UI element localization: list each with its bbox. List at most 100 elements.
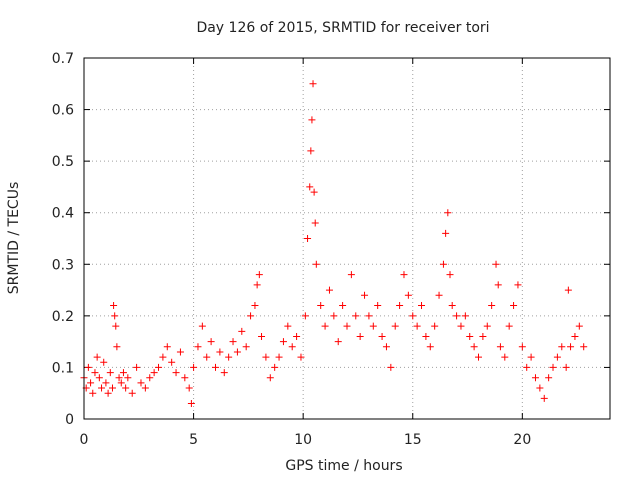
data-point xyxy=(124,374,132,382)
data-point xyxy=(266,374,274,382)
data-point xyxy=(242,343,250,351)
data-point xyxy=(422,332,430,340)
data-point xyxy=(128,389,136,397)
data-point xyxy=(133,363,141,371)
data-point xyxy=(279,338,287,346)
data-point xyxy=(117,379,125,387)
data-point xyxy=(361,291,369,299)
data-point xyxy=(309,80,317,88)
data-point xyxy=(501,353,509,361)
data-point xyxy=(225,353,233,361)
data-point xyxy=(558,343,566,351)
data-point xyxy=(382,343,390,351)
data-point xyxy=(172,369,180,377)
data-point xyxy=(479,332,487,340)
data-point xyxy=(352,312,360,320)
data-point xyxy=(87,379,95,387)
data-point xyxy=(238,327,246,335)
y-tick-label: 0.3 xyxy=(52,257,74,273)
data-point xyxy=(442,229,450,237)
data-point xyxy=(567,343,575,351)
data-point xyxy=(146,374,154,382)
data-point xyxy=(413,322,421,330)
data-point xyxy=(271,363,279,371)
data-point xyxy=(531,374,539,382)
data-point xyxy=(492,260,500,268)
x-axis-label: GPS time / hours xyxy=(285,458,402,474)
y-tick-label: 0.6 xyxy=(52,103,74,119)
data-point xyxy=(115,374,123,382)
grid-lines xyxy=(84,58,610,419)
data-point xyxy=(255,271,263,279)
data-point xyxy=(444,209,452,217)
data-point xyxy=(102,379,110,387)
data-point xyxy=(284,322,292,330)
data-point xyxy=(347,271,355,279)
data-point xyxy=(334,338,342,346)
data-point xyxy=(253,281,261,289)
data-point xyxy=(84,363,92,371)
data-point xyxy=(553,353,561,361)
y-tick-label: 0.2 xyxy=(52,309,74,325)
x-tick-label: 15 xyxy=(404,432,422,448)
data-point xyxy=(155,363,163,371)
data-point xyxy=(297,353,305,361)
data-point xyxy=(288,343,296,351)
data-point xyxy=(475,353,482,361)
data-point xyxy=(562,363,570,371)
data-point xyxy=(339,302,347,310)
data-point xyxy=(496,343,504,351)
data-point xyxy=(439,260,447,268)
data-point xyxy=(494,281,502,289)
data-point xyxy=(418,302,426,310)
data-point xyxy=(275,353,283,361)
y-tick-label: 0 xyxy=(65,412,74,428)
data-point xyxy=(163,343,171,351)
data-point xyxy=(168,358,176,366)
data-point xyxy=(119,369,127,377)
data-point xyxy=(448,302,456,310)
data-point xyxy=(311,219,319,227)
data-point xyxy=(185,384,193,392)
data-point xyxy=(207,338,215,346)
data-point xyxy=(457,322,465,330)
data-point xyxy=(310,188,318,196)
x-tick-label: 0 xyxy=(80,432,89,448)
data-point xyxy=(400,271,408,279)
data-point xyxy=(203,353,211,361)
data-point xyxy=(198,322,206,330)
data-point xyxy=(580,343,588,351)
data-point xyxy=(446,271,454,279)
data-point xyxy=(549,363,557,371)
data-point xyxy=(251,302,259,310)
data-point xyxy=(112,322,120,330)
data-point xyxy=(141,384,149,392)
data-point xyxy=(470,343,478,351)
y-tick-label: 0.7 xyxy=(52,51,74,67)
data-point xyxy=(262,353,270,361)
data-point xyxy=(137,379,145,387)
data-point xyxy=(374,302,382,310)
data-point xyxy=(365,312,373,320)
data-point xyxy=(518,343,526,351)
data-point xyxy=(95,374,103,382)
y-axis-label: SRMTID / TECUs xyxy=(6,182,22,295)
axis-ticks xyxy=(83,57,610,420)
data-point xyxy=(387,363,395,371)
data-point xyxy=(564,286,572,294)
data-point xyxy=(220,369,228,377)
data-point xyxy=(527,353,535,361)
data-point xyxy=(108,384,116,392)
data-point xyxy=(356,332,364,340)
data-point xyxy=(571,332,579,340)
data-point xyxy=(369,322,377,330)
data-point xyxy=(391,322,399,330)
data-point xyxy=(93,353,101,361)
data-point xyxy=(106,369,114,377)
data-points xyxy=(80,80,588,408)
data-point xyxy=(545,374,553,382)
data-point xyxy=(514,281,522,289)
data-point xyxy=(431,322,439,330)
data-point xyxy=(293,332,301,340)
data-point xyxy=(308,116,316,124)
